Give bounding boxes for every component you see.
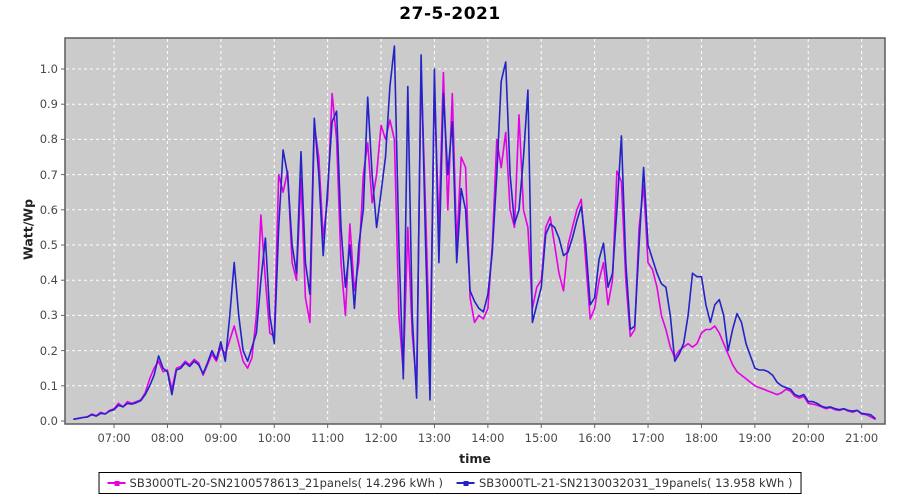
x-tick-label: 16:00	[578, 431, 612, 445]
x-tick-label: 12:00	[364, 431, 398, 445]
legend-item-series1: SB3000TL-20-SN2100578613_21panels( 14.29…	[107, 476, 443, 490]
x-axis-label: time	[459, 451, 491, 466]
y-tick-label: 0.7	[39, 167, 58, 182]
y-tick-label: 0.8	[39, 132, 58, 147]
y-tick-label: 0.9	[39, 97, 58, 112]
chart-title: 27-5-2021	[399, 4, 501, 24]
y-tick-label: 0.6	[39, 202, 58, 217]
legend-label-series1: SB3000TL-20-SN2100578613_21panels( 14.29…	[129, 476, 443, 490]
legend: SB3000TL-20-SN2100578613_21panels( 14.29…	[98, 472, 802, 494]
y-tick-label: 0.1	[39, 378, 58, 393]
x-tick-label: 15:00	[524, 431, 558, 445]
x-tick-label: 09:00	[204, 431, 238, 445]
x-tick-label: 21:00	[845, 431, 879, 445]
legend-item-series2: SB3000TL-21-SN2130032031_19panels( 13.95…	[457, 476, 792, 490]
plot-background	[65, 38, 885, 424]
x-tick-label: 10:00	[257, 431, 291, 445]
x-tick-label: 20:00	[791, 431, 825, 445]
series2-line	[73, 45, 876, 421]
y-tick-label: 0.5	[39, 238, 58, 252]
y-tick-label: 0.4	[39, 273, 58, 288]
legend-label-series2: SB3000TL-21-SN2130032031_19panels( 13.95…	[479, 476, 793, 490]
series2-line-marker-icon	[457, 480, 475, 486]
y-tick-label: 1.0	[39, 62, 58, 76]
series1-line-marker-icon	[107, 480, 126, 486]
x-tick-label: 11:00	[311, 431, 345, 445]
x-tick-label: 19:00	[738, 431, 772, 445]
y-tick-label: 0.3	[39, 308, 58, 323]
x-tick-label: 13:00	[417, 431, 452, 445]
x-tick-label: 18:00	[684, 431, 719, 445]
x-tick-label: 08:00	[150, 431, 185, 445]
x-tick-label: 14:00	[471, 431, 505, 445]
x-tick-label: 17:00	[631, 431, 665, 445]
plot-border	[64, 37, 886, 425]
x-tick-label: 07:00	[97, 431, 131, 445]
y-tick-label: 0.2	[39, 343, 58, 358]
y-axis-label: Watt/Wp	[20, 198, 36, 261]
y-tick-label: 0.0	[39, 414, 58, 428]
